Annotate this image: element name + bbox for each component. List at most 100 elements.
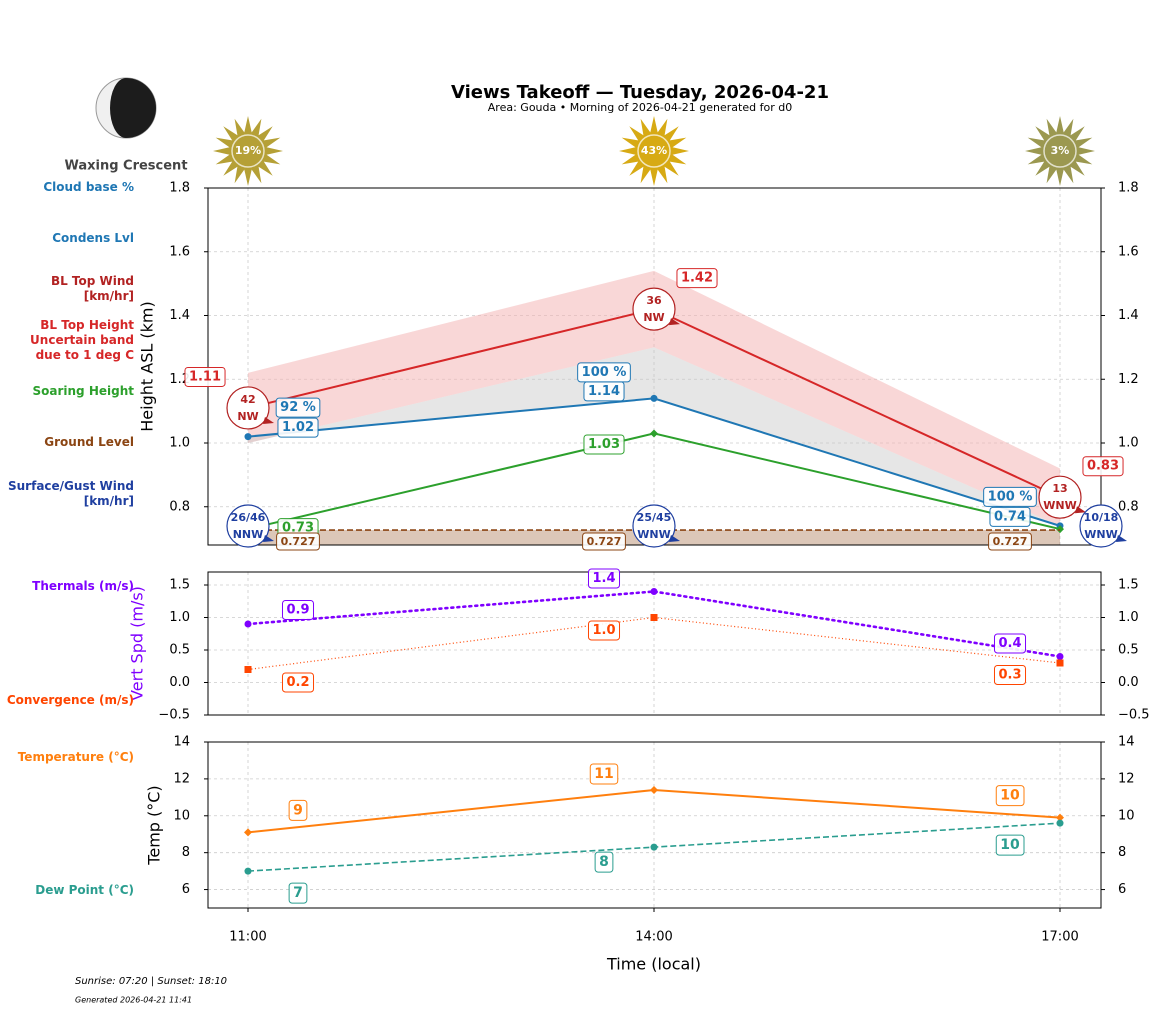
- data-label: 100 %: [988, 489, 1033, 504]
- point: [244, 828, 252, 837]
- y-tick-label: 1.8: [169, 181, 190, 196]
- wind-direction: WNW: [1043, 499, 1076, 512]
- data-label-box: [587, 620, 621, 641]
- legend-label: Dew Point (°C): [35, 883, 134, 897]
- wind-speed: 13: [1052, 482, 1067, 495]
- y-axis-label: Vert Spd (m/s): [128, 586, 147, 701]
- y-tick-label: 0.0: [169, 675, 190, 690]
- data-label-box: [577, 362, 631, 383]
- data-label: 10: [1000, 788, 1020, 804]
- y-axis-label: Temp (°C): [145, 785, 164, 865]
- data-label: 10: [1000, 837, 1020, 853]
- legend-label: Convergence (m/s): [6, 693, 134, 707]
- y-tick-label: 1.0: [169, 436, 190, 451]
- point: [650, 394, 658, 402]
- x-tick-label: 14:00: [635, 930, 672, 945]
- data-label: 8: [599, 854, 609, 870]
- data-label: 0.83: [1087, 459, 1119, 474]
- y-tick-label-right: 14: [1118, 735, 1135, 750]
- wind-direction: NW: [643, 311, 664, 324]
- wind-speed: 26/46: [231, 511, 266, 524]
- data-label-box: [995, 785, 1025, 807]
- y-tick-label-right: 0.8: [1118, 499, 1139, 514]
- point: [650, 429, 658, 438]
- wind-circle: [226, 504, 270, 548]
- point: [650, 614, 658, 621]
- legend-label: Temperature (°C): [17, 750, 134, 764]
- y-tick-label: 1.4: [169, 308, 190, 323]
- x-tick-label: 11:00: [229, 930, 266, 945]
- sun-times: Sunrise: 07:20 | Sunset: 18:10: [75, 976, 227, 987]
- y-tick-label-right: 8: [1118, 845, 1126, 860]
- point: [650, 843, 658, 851]
- data-label: 92 %: [280, 400, 316, 415]
- wind-speed: 10/18: [1084, 511, 1119, 524]
- data-label-box: [988, 532, 1032, 551]
- data-label-box: [589, 763, 619, 785]
- y-tick-label: 14: [173, 735, 190, 750]
- legend-label: Soaring Height: [32, 384, 135, 398]
- data-label: 1.14: [588, 384, 620, 399]
- wind-speed: 42: [240, 393, 255, 406]
- legend-label: Thermals (m/s): [32, 579, 134, 593]
- sun-label: 3%: [1051, 144, 1070, 157]
- sun-disc: [637, 134, 671, 168]
- data-label: 0.2: [286, 675, 309, 690]
- y-tick-label: 8: [182, 845, 190, 860]
- sun-disc: [231, 134, 265, 168]
- sun-label: 19%: [235, 144, 261, 157]
- legend-label: Uncertain band due to 1 deg C: [30, 333, 134, 362]
- y-tick-label-right: 0.0: [1118, 675, 1139, 690]
- data-label-box: [1082, 456, 1124, 477]
- wind-circle: [632, 287, 676, 331]
- data-label-box: [184, 366, 226, 387]
- data-label-box: [983, 486, 1037, 507]
- data-label-box: [993, 665, 1027, 685]
- data-label-box: [587, 568, 621, 589]
- legend-label: BL Top Height: [40, 318, 134, 332]
- y-tick-label-right: 1.0: [1118, 610, 1139, 625]
- wind-direction: WNW: [637, 528, 670, 541]
- data-label: 1.02: [282, 420, 314, 435]
- data-label: 0.74: [994, 509, 1026, 524]
- data-label: 0.73: [282, 521, 314, 536]
- wind-speed: 36: [646, 294, 662, 307]
- point: [1056, 653, 1064, 660]
- data-label: 7: [293, 885, 303, 901]
- y-tick-label-right: 1.8: [1118, 181, 1139, 196]
- sun-label: 43%: [641, 144, 667, 157]
- wind-arrow: [263, 535, 274, 543]
- data-label: 0.9: [286, 603, 309, 618]
- point: [244, 620, 252, 628]
- wind-speed: 25/45: [637, 511, 672, 524]
- data-label-box: [281, 672, 315, 693]
- legend-label: Ground Level: [44, 435, 134, 449]
- y-axis-label: Height ASL (km): [138, 301, 157, 431]
- point: [1056, 659, 1064, 667]
- legend-label: Cloud base %: [43, 180, 134, 194]
- sun-disc: [1043, 134, 1077, 168]
- x-tick-label: 17:00: [1041, 930, 1078, 945]
- wind-arrow: [1075, 506, 1086, 514]
- data-label-box: [989, 506, 1031, 527]
- moon-phase: Waxing Crescent: [64, 159, 187, 174]
- data-label-box: [276, 532, 320, 551]
- y-tick-label: 6: [182, 882, 190, 897]
- wind-arrow: [669, 318, 680, 326]
- point: [1056, 819, 1064, 827]
- data-label-box: [583, 434, 625, 455]
- legend-label: Surface/Gust Wind [km/hr]: [8, 479, 134, 508]
- y-tick-label: 12: [173, 771, 190, 786]
- uncertainty-band: [248, 270, 1060, 526]
- data-label-box: [676, 268, 718, 289]
- point: [244, 433, 252, 441]
- point: [1056, 813, 1064, 822]
- wind-arrow: [1116, 535, 1127, 543]
- data-label: 0.3: [998, 668, 1021, 683]
- plot-frame: [207, 571, 1102, 716]
- data-label-box: [288, 882, 308, 904]
- wind-direction: NNW: [233, 528, 264, 541]
- y-tick-label-right: 12: [1118, 771, 1135, 786]
- data-label: 1.0: [592, 623, 615, 638]
